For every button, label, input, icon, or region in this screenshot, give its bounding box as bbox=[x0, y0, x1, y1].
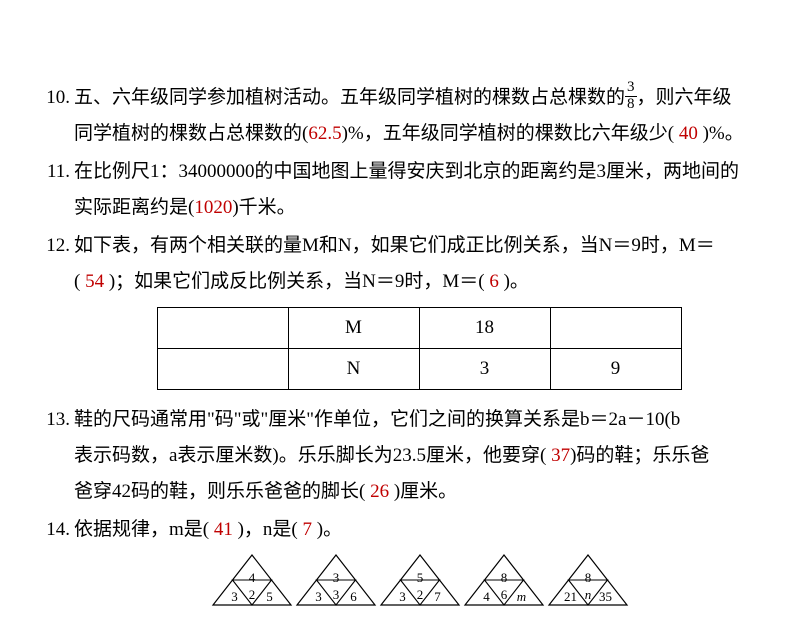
q12-line2c: )。 bbox=[504, 271, 529, 292]
svg-text:3: 3 bbox=[333, 570, 340, 585]
svg-text:2: 2 bbox=[249, 587, 256, 602]
q13-line3a: 爸穿42码的鞋，则乐乐爸爸的脚长( bbox=[74, 481, 365, 502]
q12-ans2: 6 bbox=[489, 271, 499, 292]
q11-line1: 在比例尺1：34000000的中国地图上量得安庆到北京的距离约是3厘米，两地间的 bbox=[74, 161, 739, 182]
q11-number: 11. bbox=[30, 154, 74, 226]
svg-text:8: 8 bbox=[501, 570, 508, 585]
q14-line1a: 依据规律，m是( bbox=[74, 519, 209, 540]
svg-text:21: 21 bbox=[564, 589, 577, 604]
q10-fraction: 38 bbox=[625, 80, 637, 113]
question-13: 13. 鞋的尺码通常用"码"或"厘米"作单位，它们之间的换算关系是b＝2a－10… bbox=[30, 402, 764, 510]
q10-line2a: 同学植树的棵数占总棵数的( bbox=[74, 123, 308, 144]
q12-number: 12. bbox=[30, 228, 74, 399]
q12-body: 如下表，有两个相关联的量M和N，如果它们成正比例关系，当N＝9时，M＝ ( 54… bbox=[74, 228, 764, 399]
cell bbox=[550, 307, 681, 348]
q10-ans1: 62.5 bbox=[308, 123, 341, 144]
q12-line1: 如下表，有两个相关联的量M和N，如果它们成正比例关系，当N＝9时，M＝ bbox=[74, 235, 715, 256]
cell: 3 bbox=[419, 348, 550, 389]
table-row: M 18 bbox=[157, 307, 681, 348]
q14-body: 依据规律，m是( 41 )，n是( 7 )。 432533365327846m8… bbox=[74, 512, 764, 608]
svg-text:5: 5 bbox=[417, 570, 424, 585]
question-10: 10. 五、六年级同学参加植树活动。五年级同学植树的棵数占总棵数的38，则六年级… bbox=[30, 80, 764, 152]
svg-text:6: 6 bbox=[501, 587, 508, 602]
question-14: 14. 依据规律，m是( 41 )，n是( 7 )。 4325333653278… bbox=[30, 512, 764, 608]
q14-line1c: )。 bbox=[317, 519, 342, 540]
q14-line1b: )，n是( bbox=[238, 519, 298, 540]
svg-text:6: 6 bbox=[350, 589, 357, 604]
q14-triangles: 432533365327846m821n35 bbox=[74, 552, 764, 608]
svg-text:3: 3 bbox=[399, 589, 406, 604]
svg-text:3: 3 bbox=[231, 589, 238, 604]
cell: 9 bbox=[550, 348, 681, 389]
q13-number: 13. bbox=[30, 402, 74, 510]
triangles-svg: 432533365327846m821n35 bbox=[209, 552, 629, 608]
question-12: 12. 如下表，有两个相关联的量M和N，如果它们成正比例关系，当N＝9时，M＝ … bbox=[30, 228, 764, 399]
cell: N bbox=[288, 348, 419, 389]
svg-text:m: m bbox=[517, 589, 526, 604]
q14-ans2: 7 bbox=[303, 519, 313, 540]
q10-line2b: )%，五年级同学植树的棵数比六年级少( bbox=[342, 123, 674, 144]
svg-text:7: 7 bbox=[434, 589, 441, 604]
q10-body: 五、六年级同学参加植树活动。五年级同学植树的棵数占总棵数的38，则六年级 同学植… bbox=[74, 80, 764, 152]
q13-ans1: 37 bbox=[551, 445, 570, 466]
svg-text:8: 8 bbox=[585, 570, 592, 585]
q13-line1: 鞋的尺码通常用"码"或"厘米"作单位，它们之间的换算关系是b＝2a－10(b bbox=[74, 409, 680, 430]
svg-text:2: 2 bbox=[417, 587, 424, 602]
svg-text:3: 3 bbox=[315, 589, 322, 604]
q12-table: M 18 N 3 9 bbox=[157, 307, 682, 390]
q12-line2a: ( bbox=[74, 271, 80, 292]
q10-line2c: )%。 bbox=[703, 123, 744, 144]
svg-text:35: 35 bbox=[599, 589, 612, 604]
q13-line3b: )厘米。 bbox=[394, 481, 457, 502]
cell bbox=[157, 307, 288, 348]
svg-text:4: 4 bbox=[483, 589, 490, 604]
q10-number: 10. bbox=[30, 80, 74, 152]
svg-text:3: 3 bbox=[333, 587, 340, 602]
q11-line2a: 实际距离约是( bbox=[74, 197, 194, 218]
q10-line1a: 五、六年级同学参加植树活动。五年级同学植树的棵数占总棵数的 bbox=[74, 87, 625, 108]
q10-ans2: 40 bbox=[679, 123, 698, 144]
q14-ans1: 41 bbox=[214, 519, 233, 540]
question-11: 11. 在比例尺1：34000000的中国地图上量得安庆到北京的距离约是3厘米，… bbox=[30, 154, 764, 226]
q13-line2b: )码的鞋；乐乐爸 bbox=[570, 445, 709, 466]
cell: 18 bbox=[419, 307, 550, 348]
cell bbox=[157, 348, 288, 389]
svg-text:5: 5 bbox=[266, 589, 273, 604]
q13-line2a: 表示码数，a表示厘米数)。乐乐脚长为23.5厘米，他要穿( bbox=[74, 445, 546, 466]
q11-ans1: 1020 bbox=[194, 197, 232, 218]
q11-body: 在比例尺1：34000000的中国地图上量得安庆到北京的距离约是3厘米，两地间的… bbox=[74, 154, 764, 226]
q13-ans2: 26 bbox=[370, 481, 389, 502]
q11-line2b: )千米。 bbox=[232, 197, 295, 218]
q12-line2b: )；如果它们成反比例关系，当N＝9时，M＝( bbox=[109, 271, 485, 292]
q13-body: 鞋的尺码通常用"码"或"厘米"作单位，它们之间的换算关系是b＝2a－10(b 表… bbox=[74, 402, 764, 510]
q12-ans1: 54 bbox=[85, 271, 104, 292]
svg-text:4: 4 bbox=[249, 570, 256, 585]
svg-text:n: n bbox=[585, 587, 592, 602]
q14-number: 14. bbox=[30, 512, 74, 608]
q10-line1b: ，则六年级 bbox=[637, 87, 732, 108]
cell: M bbox=[288, 307, 419, 348]
table-row: N 3 9 bbox=[157, 348, 681, 389]
